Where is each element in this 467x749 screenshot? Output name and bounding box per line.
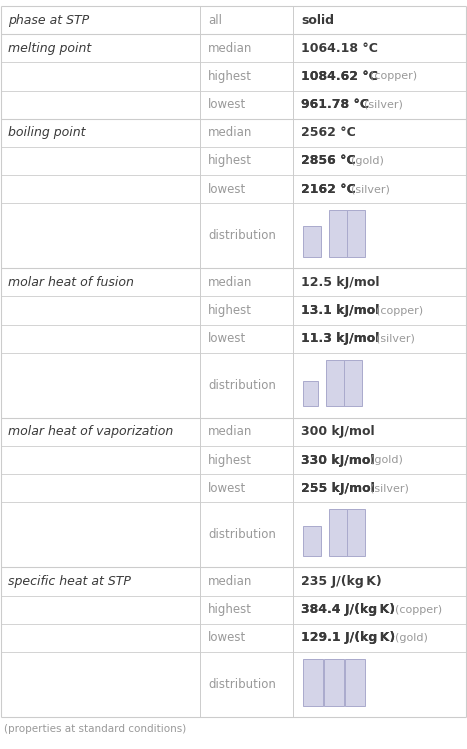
- Text: median: median: [208, 42, 252, 55]
- Text: phase at STP: phase at STP: [8, 13, 89, 27]
- Text: (silver): (silver): [363, 483, 409, 494]
- Text: all: all: [208, 13, 222, 27]
- Text: 2162 °C: 2162 °C: [301, 183, 356, 195]
- Bar: [347, 210, 365, 257]
- Text: 129.1 J/(kg K): 129.1 J/(kg K): [301, 631, 395, 644]
- Text: 330 kJ/mol: 330 kJ/mol: [301, 454, 375, 467]
- Text: distribution: distribution: [208, 528, 276, 542]
- Text: lowest: lowest: [208, 98, 246, 111]
- Text: (gold): (gold): [363, 455, 403, 465]
- Text: 11.3 kJ/mol: 11.3 kJ/mol: [301, 333, 379, 345]
- Bar: [329, 210, 347, 257]
- Text: median: median: [208, 425, 252, 438]
- Text: 1084.62 °C  (copper): 1084.62 °C (copper): [301, 70, 446, 83]
- Text: melting point: melting point: [8, 42, 91, 55]
- Text: molar heat of vaporization: molar heat of vaporization: [8, 425, 173, 438]
- Bar: [324, 658, 344, 706]
- Text: (gold): (gold): [344, 156, 384, 166]
- Text: 2856 °C: 2856 °C: [301, 154, 356, 168]
- Text: (gold): (gold): [388, 633, 428, 643]
- Text: lowest: lowest: [208, 183, 246, 195]
- Text: (silver): (silver): [344, 184, 390, 194]
- Text: 1084.62 °C: 1084.62 °C: [301, 70, 378, 83]
- Text: 129.1 J/(kg K): 129.1 J/(kg K): [301, 631, 395, 644]
- Text: 384.4 J/(kg K)  (copper): 384.4 J/(kg K) (copper): [301, 603, 464, 616]
- Bar: [303, 380, 318, 407]
- Text: 1064.18 °C: 1064.18 °C: [301, 42, 378, 55]
- Text: 255 kJ/mol: 255 kJ/mol: [301, 482, 375, 495]
- Text: 384.4 J/(kg K): 384.4 J/(kg K): [301, 603, 395, 616]
- Text: 961.78 °C: 961.78 °C: [301, 98, 369, 111]
- Bar: [303, 226, 321, 257]
- Text: median: median: [208, 575, 252, 588]
- Text: 330 kJ/mol  (gold): 330 kJ/mol (gold): [301, 454, 425, 467]
- Text: highest: highest: [208, 70, 252, 83]
- Text: (silver): (silver): [369, 334, 415, 344]
- Text: 2856 °C: 2856 °C: [301, 154, 356, 168]
- Text: 961.78 °C  (silver): 961.78 °C (silver): [301, 98, 428, 111]
- Text: 330 kJ/mol: 330 kJ/mol: [301, 454, 375, 467]
- Text: 961.78 °C: 961.78 °C: [301, 98, 369, 111]
- Text: 11.3 kJ/mol  (silver): 11.3 kJ/mol (silver): [301, 333, 438, 345]
- Bar: [303, 658, 323, 706]
- Text: median: median: [208, 276, 252, 289]
- Text: 384.4 J/(kg K): 384.4 J/(kg K): [301, 603, 395, 616]
- Bar: [347, 509, 365, 556]
- Text: 1084.62 °C: 1084.62 °C: [301, 70, 378, 83]
- Text: 2856 °C  (gold): 2856 °C (gold): [301, 154, 406, 168]
- Bar: [326, 360, 344, 407]
- Text: molar heat of fusion: molar heat of fusion: [8, 276, 134, 289]
- Text: boiling point: boiling point: [8, 127, 85, 139]
- Text: (copper): (copper): [388, 604, 442, 615]
- Text: distribution: distribution: [208, 379, 276, 392]
- Text: 13.1 kJ/mol: 13.1 kJ/mol: [301, 304, 379, 317]
- Text: 2162 °C: 2162 °C: [301, 183, 356, 195]
- Text: median: median: [208, 127, 252, 139]
- Text: lowest: lowest: [208, 482, 246, 495]
- Bar: [344, 360, 362, 407]
- Bar: [303, 526, 321, 556]
- Text: 2162 °C  (silver): 2162 °C (silver): [301, 183, 415, 195]
- Text: highest: highest: [208, 454, 252, 467]
- Text: specific heat at STP: specific heat at STP: [8, 575, 131, 588]
- Text: highest: highest: [208, 603, 252, 616]
- Text: 255 kJ/mol: 255 kJ/mol: [301, 482, 375, 495]
- Text: (copper): (copper): [363, 71, 417, 82]
- Text: 129.1 J/(kg K)  (gold): 129.1 J/(kg K) (gold): [301, 631, 446, 644]
- Text: 235 J/(kg K): 235 J/(kg K): [301, 575, 382, 588]
- Text: (copper): (copper): [369, 306, 423, 315]
- Text: 2562 °C: 2562 °C: [301, 127, 356, 139]
- Text: 11.3 kJ/mol: 11.3 kJ/mol: [301, 333, 379, 345]
- Text: lowest: lowest: [208, 631, 246, 644]
- Text: distribution: distribution: [208, 229, 276, 242]
- Text: (properties at standard conditions): (properties at standard conditions): [4, 724, 186, 734]
- Text: 13.1 kJ/mol  (copper): 13.1 kJ/mol (copper): [301, 304, 448, 317]
- Bar: [329, 509, 347, 556]
- Text: distribution: distribution: [208, 678, 276, 691]
- Text: (silver): (silver): [357, 100, 403, 109]
- Text: highest: highest: [208, 304, 252, 317]
- Text: lowest: lowest: [208, 333, 246, 345]
- Text: solid: solid: [301, 13, 334, 27]
- Text: 12.5 kJ/mol: 12.5 kJ/mol: [301, 276, 380, 289]
- Text: highest: highest: [208, 154, 252, 168]
- Bar: [345, 658, 365, 706]
- Text: 300 kJ/mol: 300 kJ/mol: [301, 425, 375, 438]
- Text: 255 kJ/mol  (silver): 255 kJ/mol (silver): [301, 482, 434, 495]
- Text: 13.1 kJ/mol: 13.1 kJ/mol: [301, 304, 379, 317]
